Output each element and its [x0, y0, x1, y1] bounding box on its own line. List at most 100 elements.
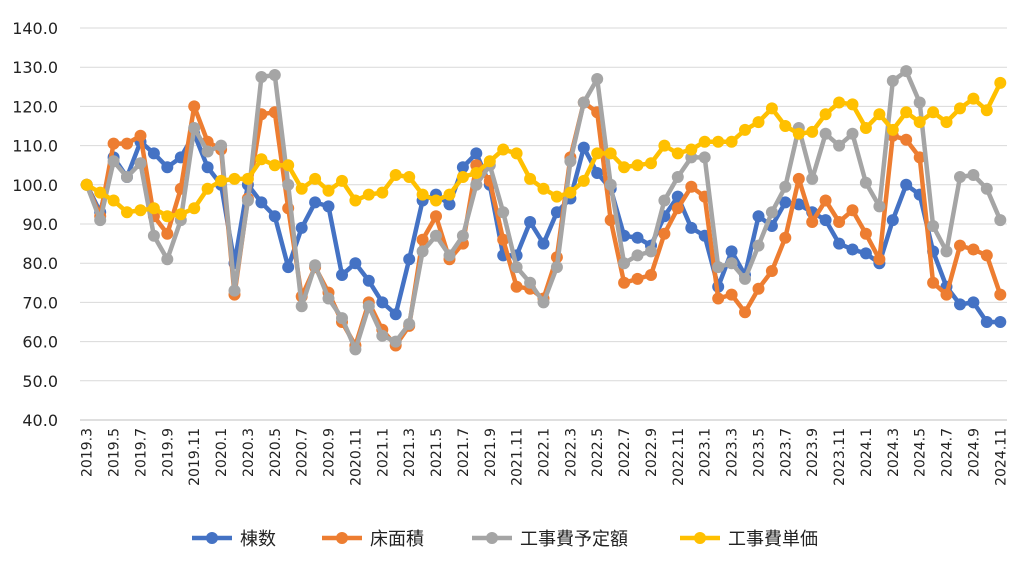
data-point: [376, 186, 389, 199]
data-point: [201, 161, 214, 174]
y-tick-label: 70.0: [22, 293, 58, 312]
data-point: [416, 233, 429, 246]
data-point: [443, 188, 456, 201]
data-point: [819, 127, 832, 140]
data-point: [792, 127, 805, 140]
x-tick-label: 2021.11: [510, 428, 526, 486]
x-tick-label: 2022.9: [644, 428, 660, 477]
data-point: [618, 161, 631, 174]
data-point: [604, 178, 617, 191]
data-point: [510, 261, 523, 274]
data-point: [833, 216, 846, 228]
legend-label: 棟数: [240, 529, 276, 550]
data-point: [134, 204, 147, 217]
data-point: [147, 202, 160, 215]
data-point: [430, 210, 442, 223]
x-tick-label: 2019.3: [80, 428, 96, 477]
x-tick-label: 2020.3: [241, 428, 257, 477]
data-point: [483, 155, 496, 168]
data-point: [510, 280, 523, 293]
legend-swatch-marker: [694, 532, 706, 544]
data-point: [550, 261, 563, 274]
x-tick-label: 2024.5: [913, 428, 929, 477]
data-point: [927, 106, 940, 119]
data-point: [994, 214, 1007, 227]
data-point: [819, 214, 832, 227]
legend-swatch-marker: [206, 532, 218, 544]
data-point: [134, 157, 147, 170]
data-point: [510, 147, 523, 160]
x-tick-label: 2023.7: [778, 428, 794, 477]
data-point: [524, 172, 537, 185]
data-point: [752, 210, 765, 223]
data-point: [107, 155, 120, 168]
data-point: [201, 182, 214, 195]
legend-item: 工事費単価: [680, 529, 818, 550]
data-point: [900, 106, 913, 119]
data-point: [470, 178, 483, 191]
data-point: [846, 204, 859, 217]
data-point: [416, 188, 429, 201]
data-point: [107, 194, 120, 207]
data-point: [752, 116, 765, 129]
data-point: [336, 312, 348, 325]
data-point: [833, 139, 846, 152]
legend-item: 工事費予定額: [472, 529, 628, 550]
data-point: [336, 174, 348, 187]
data-point: [309, 259, 322, 272]
x-tick-label: 2023.9: [805, 428, 821, 477]
data-point: [954, 171, 966, 183]
x-tick-label: 2023.11: [832, 428, 848, 486]
data-point: [752, 282, 765, 295]
data-point: [913, 151, 926, 164]
data-point: [121, 137, 133, 150]
legend: 棟数 床面積 工事費予定額 工事費単価: [192, 529, 818, 550]
x-tick-label: 2021.5: [429, 428, 445, 477]
data-point: [658, 139, 671, 152]
data-point: [174, 208, 187, 221]
data-point: [94, 186, 107, 199]
data-point: [147, 147, 160, 160]
data-point: [362, 300, 375, 313]
data-point: [725, 257, 738, 270]
data-point: [282, 159, 295, 172]
data-point: [604, 147, 617, 160]
data-point: [913, 96, 926, 109]
data-point: [497, 233, 510, 246]
data-point: [886, 214, 899, 227]
data-point: [725, 288, 738, 301]
data-point: [121, 206, 133, 219]
data-point: [819, 108, 832, 121]
data-point: [739, 123, 751, 136]
data-point: [107, 137, 120, 150]
data-point: [443, 249, 456, 262]
data-point: [282, 178, 295, 191]
data-point: [161, 210, 174, 223]
data-point: [268, 69, 281, 81]
data-point: [376, 296, 389, 309]
y-tick-label: 50.0: [22, 372, 58, 391]
data-point: [752, 239, 765, 252]
data-point: [443, 198, 456, 211]
y-tick-label: 60.0: [22, 333, 58, 352]
y-tick-label: 120.0: [12, 97, 58, 116]
data-point: [577, 174, 590, 187]
data-point: [873, 200, 886, 213]
x-tick-label: 2022.5: [590, 428, 606, 477]
data-point: [645, 269, 657, 281]
y-tick-label: 90.0: [22, 215, 58, 234]
data-point: [389, 169, 402, 181]
data-point: [564, 155, 577, 168]
data-point: [591, 73, 604, 85]
data-point: [819, 194, 832, 207]
gridlines: [80, 27, 1007, 382]
data-point: [645, 245, 657, 258]
data-point: [537, 296, 550, 309]
data-point: [564, 186, 577, 199]
data-point: [309, 172, 322, 185]
data-point: [980, 316, 993, 328]
data-point: [537, 182, 550, 195]
data-point: [779, 180, 792, 193]
data-point: [846, 243, 859, 256]
data-point: [712, 135, 725, 148]
